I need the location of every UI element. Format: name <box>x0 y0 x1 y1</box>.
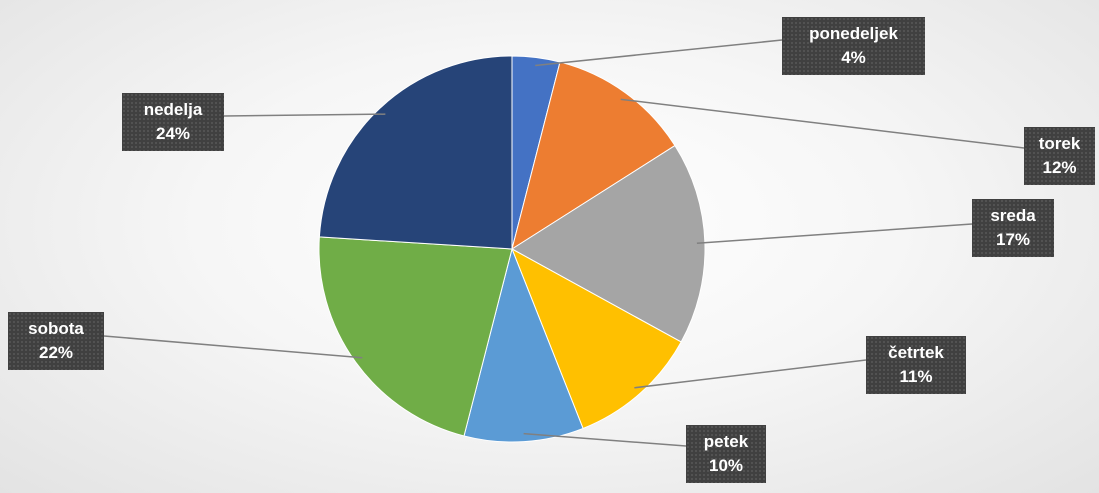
leader-line-sreda <box>696 223 973 244</box>
data-label-petek: petek 10% <box>686 425 766 483</box>
leader-line-ponedeljek <box>535 39 783 67</box>
leader-lines <box>103 39 1025 447</box>
data-label-percent: 24% <box>155 124 191 143</box>
data-label-cetrtek: četrtek 11% <box>866 336 966 394</box>
data-label-category: sobota <box>28 319 84 338</box>
data-label-percent: 22% <box>38 343 74 362</box>
data-label-percent: 17% <box>995 230 1031 249</box>
data-label-category: nedelja <box>143 100 203 119</box>
leader-line-nedelja <box>223 113 386 117</box>
data-label-category: sreda <box>990 206 1036 225</box>
data-label-category: petek <box>703 432 749 451</box>
leader-line-sobota <box>103 335 363 359</box>
leader-line-cetrtek <box>634 359 867 389</box>
data-label-torek: torek 12% <box>1024 127 1095 185</box>
pie-slice-cetrtek <box>511 247 682 430</box>
data-label-percent: 12% <box>1042 158 1077 177</box>
pie-slice-sobota <box>318 236 513 437</box>
data-label-percent: 11% <box>899 367 933 386</box>
pie-slice-torek <box>511 61 676 251</box>
data-label-category: ponedeljek <box>809 24 898 43</box>
leader-line-petek <box>523 432 687 447</box>
data-label-percent: 10% <box>708 456 744 475</box>
pie-slices <box>318 55 706 443</box>
data-label-ponedeljek: ponedeljek 4% <box>782 17 925 75</box>
pie-slice-petek <box>463 247 584 443</box>
data-label-sreda: sreda 17% <box>972 199 1054 257</box>
pie-slice-nedelja <box>318 55 513 250</box>
data-label-nedelja: nedelja 24% <box>122 93 224 151</box>
leader-line-torek <box>620 98 1025 149</box>
data-label-category: torek <box>1038 134 1081 153</box>
data-label-sobota: sobota 22% <box>8 312 104 370</box>
data-label-percent: 4% <box>841 48 866 67</box>
data-label-category: četrtek <box>888 343 944 362</box>
